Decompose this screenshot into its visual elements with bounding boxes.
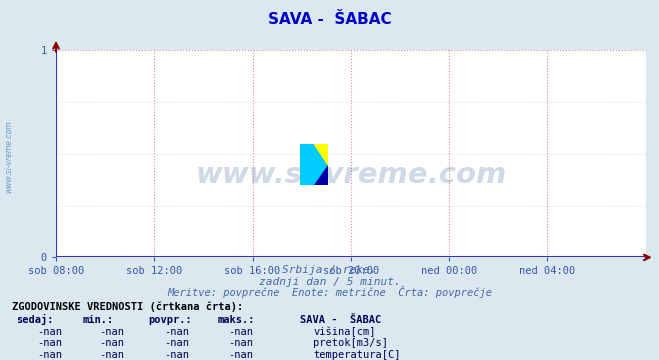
Text: -nan: -nan <box>164 350 189 360</box>
Text: -nan: -nan <box>100 338 125 348</box>
Text: temperatura[C]: temperatura[C] <box>313 350 401 360</box>
Text: -nan: -nan <box>228 350 253 360</box>
Text: -nan: -nan <box>37 338 62 348</box>
Text: ZGODOVINSKE VREDNOSTI (črtkana črta):: ZGODOVINSKE VREDNOSTI (črtkana črta): <box>12 301 243 312</box>
Text: -nan: -nan <box>37 350 62 360</box>
Text: maks.:: maks.: <box>217 315 255 325</box>
Text: SAVA -  ŠABAC: SAVA - ŠABAC <box>268 12 391 27</box>
Text: min.:: min.: <box>82 315 113 325</box>
Text: sedaj:: sedaj: <box>16 314 54 325</box>
Text: -nan: -nan <box>228 338 253 348</box>
Text: -nan: -nan <box>37 327 62 337</box>
Text: www.si-vreme.com: www.si-vreme.com <box>4 120 13 193</box>
Text: zadnji dan / 5 minut.: zadnji dan / 5 minut. <box>258 276 401 287</box>
Text: pretok[m3/s]: pretok[m3/s] <box>313 338 388 348</box>
Text: SAVA -  ŠABAC: SAVA - ŠABAC <box>300 315 381 325</box>
Text: povpr.:: povpr.: <box>148 315 192 325</box>
Text: Srbija / reke.: Srbija / reke. <box>282 265 377 275</box>
Text: -nan: -nan <box>100 327 125 337</box>
Polygon shape <box>300 144 328 185</box>
Text: višina[cm]: višina[cm] <box>313 327 376 337</box>
Polygon shape <box>314 165 328 185</box>
Text: Meritve: povprečne  Enote: metrične  Črta: povprečje: Meritve: povprečne Enote: metrične Črta:… <box>167 286 492 298</box>
Polygon shape <box>314 144 328 165</box>
Text: www.si-vreme.com: www.si-vreme.com <box>195 161 507 189</box>
Text: -nan: -nan <box>164 327 189 337</box>
Text: -nan: -nan <box>100 350 125 360</box>
Text: -nan: -nan <box>228 327 253 337</box>
Text: -nan: -nan <box>164 338 189 348</box>
